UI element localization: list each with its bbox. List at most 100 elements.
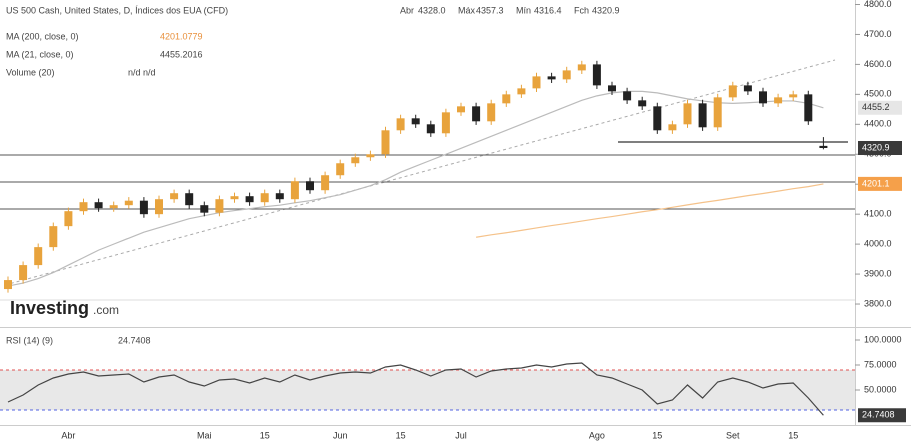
y-tick-label: 4000.0: [864, 238, 892, 248]
candle-body: [653, 106, 662, 131]
y-tick-label: 50.0000: [864, 384, 897, 394]
y-tick-label: 75.0000: [864, 359, 897, 369]
candle-body: [139, 200, 148, 215]
x-tick-label: 15: [788, 430, 798, 440]
candle-body: [759, 91, 767, 104]
candle-body: [215, 199, 224, 213]
price-badge-label: 4201.1: [862, 178, 890, 188]
candle-body: [623, 91, 632, 101]
candle-body: [502, 94, 511, 104]
candle-body: [94, 202, 103, 209]
price-badge-label: 4320.9: [862, 142, 890, 152]
x-tick-label: Abr: [61, 430, 75, 440]
x-tick-label: 15: [260, 430, 270, 440]
ohlc-name: Máx: [458, 5, 476, 15]
y-tick-label: 3900.0: [864, 268, 892, 278]
price-badge: [858, 100, 902, 115]
ohlc-value: 4320.9: [592, 5, 620, 15]
candle-body: [562, 70, 571, 80]
legend: US 500 Cash, United States, D, Índices d…: [6, 5, 228, 345]
candle-body: [351, 157, 360, 164]
candle-body: [819, 145, 828, 149]
candle-body: [306, 181, 314, 191]
y-tick-label: 4100.0: [864, 209, 892, 219]
candle-body: [79, 202, 88, 212]
trend-line: [4, 59, 836, 286]
candle-body: [472, 106, 481, 122]
candle-body: [200, 205, 209, 213]
candle-body: [321, 175, 330, 191]
legend-name: Volume (20): [6, 67, 55, 77]
ohlc-value: 4357.3: [476, 5, 504, 15]
candle-body: [230, 196, 239, 200]
candle-body: [577, 64, 586, 71]
x-tick-label: Ago: [589, 430, 605, 440]
candle-body: [245, 196, 254, 203]
candle-body: [4, 280, 12, 290]
candle-body: [290, 181, 299, 200]
candle-body: [517, 88, 526, 95]
candle-body: [789, 94, 798, 98]
candle-body: [441, 112, 450, 134]
candle-body: [170, 193, 179, 200]
candle-body: [260, 193, 269, 203]
ohlc-value: 4316.4: [534, 5, 562, 15]
candle-body: [64, 211, 73, 227]
rsi-badge-label: 24.7408: [862, 410, 895, 420]
watermark-suffix: .com: [93, 303, 119, 317]
candle-body: [336, 163, 345, 176]
moving-average: [476, 183, 824, 238]
x-tick-label: Set: [726, 430, 740, 440]
legend-name: RSI (14) (9): [6, 335, 53, 345]
legend-name: MA (21, close, 0): [6, 49, 74, 59]
ohlc-value: 4328.0: [418, 5, 446, 15]
legend-name: MA (200, close, 0): [6, 31, 79, 41]
legend-value: 4201.0779: [160, 31, 203, 41]
ohlc-name: Fch: [574, 5, 589, 15]
x-tick-label: Mai: [197, 430, 212, 440]
candle-body: [185, 193, 194, 206]
price-badge: [858, 176, 902, 191]
candle-body: [532, 76, 541, 89]
candle-body: [683, 103, 692, 125]
y-tick-label: 4800.0: [864, 0, 892, 9]
ohlc-name: Abr: [400, 5, 414, 15]
candle-body: [592, 64, 601, 86]
candle-body: [457, 106, 465, 113]
candle-body: [804, 94, 813, 122]
rsi-line: [7, 362, 824, 416]
candle-body: [743, 85, 752, 92]
candle-body: [396, 118, 405, 131]
candle-body: [426, 124, 435, 134]
moving-average: [7, 90, 824, 287]
x-tick-label: 15: [396, 430, 406, 440]
candle-body: [275, 193, 284, 200]
y-tick-label: 100.0000: [864, 334, 902, 344]
candle-body: [49, 226, 58, 248]
candle-body: [34, 247, 43, 266]
rsi-band: [0, 370, 855, 410]
candle-body: [411, 118, 420, 125]
candle-body: [608, 85, 616, 92]
candle-body: [713, 97, 722, 128]
candle-body: [728, 85, 737, 98]
x-tick-label: 15: [652, 430, 662, 440]
y-tick-label: 4700.0: [864, 29, 892, 39]
candle-body: [668, 124, 677, 131]
plot-area: [0, 3, 860, 416]
legend-value: 24.7408: [118, 335, 151, 345]
candle-body: [547, 76, 556, 80]
candle-body: [19, 265, 28, 281]
candle-body: [638, 100, 647, 107]
price-badge-label: 4455.2: [862, 102, 890, 112]
x-tick-label: Jul: [455, 430, 467, 440]
candle-body: [366, 154, 375, 158]
y-tick-label: 4600.0: [864, 59, 892, 69]
candle-body: [487, 103, 496, 122]
legend-value: 4455.2016: [160, 49, 203, 59]
price-badge: [858, 141, 902, 156]
rsi-badge: [858, 408, 906, 423]
candle-body: [381, 130, 390, 155]
x-tick-label: Jun: [333, 430, 348, 440]
